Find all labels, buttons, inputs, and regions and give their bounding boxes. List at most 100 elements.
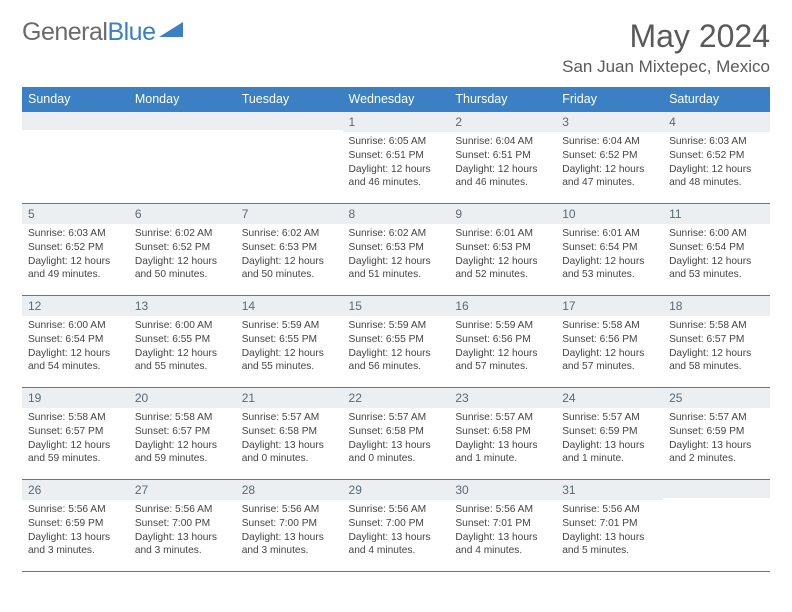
calendar-cell: 15Sunrise: 5:59 AMSunset: 6:55 PMDayligh…	[343, 296, 450, 388]
sunset-text: Sunset: 6:53 PM	[349, 241, 444, 255]
sunset-text: Sunset: 6:52 PM	[669, 149, 764, 163]
calendar-cell: 9Sunrise: 6:01 AMSunset: 6:53 PMDaylight…	[449, 204, 556, 296]
day-number: 15	[343, 296, 450, 316]
day-number: 8	[343, 204, 450, 224]
day-details: Sunrise: 5:58 AMSunset: 6:56 PMDaylight:…	[556, 316, 663, 379]
day-number: 6	[129, 204, 236, 224]
sunrise-text: Sunrise: 6:02 AM	[135, 227, 230, 241]
calendar-cell: 2Sunrise: 6:04 AMSunset: 6:51 PMDaylight…	[449, 112, 556, 204]
daylight-text: Daylight: 13 hours and 0 minutes.	[242, 439, 337, 467]
calendar-cell: 22Sunrise: 5:57 AMSunset: 6:58 PMDayligh…	[343, 388, 450, 480]
calendar-cell: 27Sunrise: 5:56 AMSunset: 7:00 PMDayligh…	[129, 480, 236, 572]
day-number	[236, 112, 343, 130]
sunrise-text: Sunrise: 5:57 AM	[455, 411, 550, 425]
day-number	[663, 480, 770, 498]
day-details: Sunrise: 5:56 AMSunset: 7:00 PMDaylight:…	[236, 500, 343, 563]
sunrise-text: Sunrise: 5:56 AM	[28, 503, 123, 517]
sunrise-text: Sunrise: 5:57 AM	[562, 411, 657, 425]
day-number: 13	[129, 296, 236, 316]
logo: GeneralBlue	[22, 18, 183, 47]
weekday-header-row: Sunday Monday Tuesday Wednesday Thursday…	[22, 87, 770, 112]
day-number	[22, 112, 129, 130]
day-details: Sunrise: 6:00 AMSunset: 6:55 PMDaylight:…	[129, 316, 236, 379]
sunrise-text: Sunrise: 5:59 AM	[455, 319, 550, 333]
day-number: 26	[22, 480, 129, 500]
day-details: Sunrise: 5:57 AMSunset: 6:59 PMDaylight:…	[663, 408, 770, 471]
calendar-cell	[22, 112, 129, 204]
calendar-cell: 7Sunrise: 6:02 AMSunset: 6:53 PMDaylight…	[236, 204, 343, 296]
daylight-text: Daylight: 12 hours and 46 minutes.	[455, 163, 550, 191]
daylight-text: Daylight: 13 hours and 4 minutes.	[349, 531, 444, 559]
day-details: Sunrise: 5:56 AMSunset: 7:01 PMDaylight:…	[449, 500, 556, 563]
daylight-text: Daylight: 12 hours and 55 minutes.	[135, 347, 230, 375]
sunrise-text: Sunrise: 6:00 AM	[28, 319, 123, 333]
calendar-cell: 16Sunrise: 5:59 AMSunset: 6:56 PMDayligh…	[449, 296, 556, 388]
day-number: 28	[236, 480, 343, 500]
calendar-cell: 3Sunrise: 6:04 AMSunset: 6:52 PMDaylight…	[556, 112, 663, 204]
day-number: 16	[449, 296, 556, 316]
sunset-text: Sunset: 7:00 PM	[135, 517, 230, 531]
sunrise-text: Sunrise: 5:58 AM	[135, 411, 230, 425]
calendar-row: 5Sunrise: 6:03 AMSunset: 6:52 PMDaylight…	[22, 204, 770, 296]
sunset-text: Sunset: 6:53 PM	[455, 241, 550, 255]
logo-text-gray: General	[22, 18, 107, 47]
calendar-cell: 4Sunrise: 6:03 AMSunset: 6:52 PMDaylight…	[663, 112, 770, 204]
day-number: 4	[663, 112, 770, 132]
calendar-cell	[663, 480, 770, 572]
sunset-text: Sunset: 6:51 PM	[349, 149, 444, 163]
sunset-text: Sunset: 7:01 PM	[455, 517, 550, 531]
calendar-cell: 10Sunrise: 6:01 AMSunset: 6:54 PMDayligh…	[556, 204, 663, 296]
day-details: Sunrise: 6:04 AMSunset: 6:52 PMDaylight:…	[556, 132, 663, 195]
sunset-text: Sunset: 6:58 PM	[242, 425, 337, 439]
day-number: 17	[556, 296, 663, 316]
calendar-row: 26Sunrise: 5:56 AMSunset: 6:59 PMDayligh…	[22, 480, 770, 572]
daylight-text: Daylight: 12 hours and 52 minutes.	[455, 255, 550, 283]
day-details: Sunrise: 6:01 AMSunset: 6:53 PMDaylight:…	[449, 224, 556, 287]
sunset-text: Sunset: 6:57 PM	[28, 425, 123, 439]
calendar-row: 12Sunrise: 6:00 AMSunset: 6:54 PMDayligh…	[22, 296, 770, 388]
sunrise-text: Sunrise: 6:03 AM	[669, 135, 764, 149]
sunrise-text: Sunrise: 6:00 AM	[669, 227, 764, 241]
sunrise-text: Sunrise: 5:56 AM	[135, 503, 230, 517]
col-tuesday: Tuesday	[236, 87, 343, 112]
day-details: Sunrise: 5:57 AMSunset: 6:59 PMDaylight:…	[556, 408, 663, 471]
day-details: Sunrise: 6:02 AMSunset: 6:53 PMDaylight:…	[343, 224, 450, 287]
day-details: Sunrise: 5:59 AMSunset: 6:55 PMDaylight:…	[343, 316, 450, 379]
daylight-text: Daylight: 12 hours and 56 minutes.	[349, 347, 444, 375]
sunrise-text: Sunrise: 5:59 AM	[242, 319, 337, 333]
daylight-text: Daylight: 12 hours and 59 minutes.	[135, 439, 230, 467]
calendar-cell	[236, 112, 343, 204]
col-monday: Monday	[129, 87, 236, 112]
calendar-cell: 23Sunrise: 5:57 AMSunset: 6:58 PMDayligh…	[449, 388, 556, 480]
sunrise-text: Sunrise: 5:56 AM	[242, 503, 337, 517]
day-details: Sunrise: 6:03 AMSunset: 6:52 PMDaylight:…	[663, 132, 770, 195]
daylight-text: Daylight: 13 hours and 3 minutes.	[242, 531, 337, 559]
calendar-cell	[129, 112, 236, 204]
daylight-text: Daylight: 13 hours and 1 minute.	[562, 439, 657, 467]
sunrise-text: Sunrise: 5:58 AM	[562, 319, 657, 333]
sunset-text: Sunset: 6:56 PM	[562, 333, 657, 347]
title-block: May 2024 San Juan Mixtepec, Mexico	[562, 18, 770, 77]
day-number: 5	[22, 204, 129, 224]
daylight-text: Daylight: 13 hours and 4 minutes.	[455, 531, 550, 559]
month-title: May 2024	[562, 18, 770, 55]
sunrise-text: Sunrise: 5:57 AM	[242, 411, 337, 425]
sunrise-text: Sunrise: 6:00 AM	[135, 319, 230, 333]
calendar-cell: 14Sunrise: 5:59 AMSunset: 6:55 PMDayligh…	[236, 296, 343, 388]
daylight-text: Daylight: 12 hours and 50 minutes.	[242, 255, 337, 283]
calendar-cell: 8Sunrise: 6:02 AMSunset: 6:53 PMDaylight…	[343, 204, 450, 296]
daylight-text: Daylight: 13 hours and 1 minute.	[455, 439, 550, 467]
sunset-text: Sunset: 6:55 PM	[135, 333, 230, 347]
calendar-table: Sunday Monday Tuesday Wednesday Thursday…	[22, 87, 770, 572]
day-details: Sunrise: 5:57 AMSunset: 6:58 PMDaylight:…	[236, 408, 343, 471]
day-details: Sunrise: 5:58 AMSunset: 6:57 PMDaylight:…	[22, 408, 129, 471]
daylight-text: Daylight: 12 hours and 47 minutes.	[562, 163, 657, 191]
col-wednesday: Wednesday	[343, 87, 450, 112]
calendar-cell: 26Sunrise: 5:56 AMSunset: 6:59 PMDayligh…	[22, 480, 129, 572]
calendar-cell: 5Sunrise: 6:03 AMSunset: 6:52 PMDaylight…	[22, 204, 129, 296]
day-number: 14	[236, 296, 343, 316]
day-details: Sunrise: 6:02 AMSunset: 6:52 PMDaylight:…	[129, 224, 236, 287]
logo-text-blue: Blue	[107, 18, 155, 47]
day-number: 12	[22, 296, 129, 316]
sunrise-text: Sunrise: 5:57 AM	[669, 411, 764, 425]
